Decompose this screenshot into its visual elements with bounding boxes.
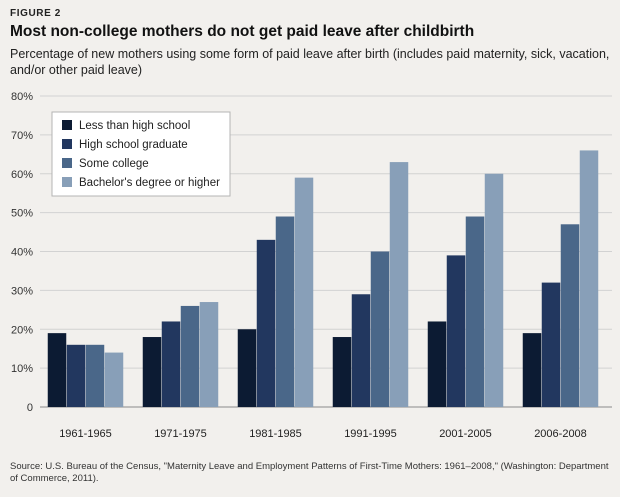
bar <box>465 216 485 407</box>
y-tick-label: 60% <box>11 169 33 181</box>
bar <box>199 302 219 407</box>
chart-subtitle: Percentage of new mothers using some for… <box>10 47 610 77</box>
bar <box>370 251 390 407</box>
y-tick-label: 40% <box>11 247 33 259</box>
bar <box>256 239 276 407</box>
bar <box>294 177 314 407</box>
bar <box>579 150 599 408</box>
legend-label: Bachelor's degree or higher <box>79 177 220 189</box>
legend: Less than high school High school graduat… <box>51 111 231 197</box>
bar <box>66 344 86 407</box>
bar <box>541 282 561 407</box>
x-tick-label: 2001-2005 <box>439 428 492 440</box>
bar <box>85 344 105 407</box>
figure-label: FIGURE 2 <box>10 8 61 19</box>
bar <box>560 224 580 407</box>
legend-swatch <box>62 139 72 149</box>
bar <box>47 333 67 407</box>
bar <box>142 337 162 407</box>
y-tick-label: 10% <box>11 363 33 375</box>
source-note: Source: U.S. Bureau of the Census, "Mate… <box>10 461 609 484</box>
legend-label: Some college <box>79 158 149 170</box>
legend-label: High school graduate <box>79 139 188 151</box>
bar <box>275 216 295 407</box>
bar <box>427 321 447 407</box>
bars <box>47 150 599 408</box>
bar <box>332 337 352 407</box>
x-tick-label: 1981-1985 <box>249 428 302 440</box>
bar <box>237 329 257 407</box>
bar <box>351 294 371 407</box>
x-tick-label: 2006-2008 <box>534 428 587 440</box>
y-tick-label: 80% <box>11 91 33 103</box>
legend-swatch <box>62 177 72 187</box>
bar <box>104 352 124 407</box>
y-tick-label: 30% <box>11 285 33 297</box>
bar <box>484 173 504 407</box>
bar <box>446 255 466 407</box>
bar <box>161 321 181 407</box>
chart-title: Most non-college mothers do not get paid… <box>10 23 475 40</box>
bar <box>180 305 200 407</box>
x-tick-label: 1971-1975 <box>154 428 207 440</box>
legend-label: Less than high school <box>79 120 190 132</box>
legend-box <box>51 111 231 197</box>
y-tick-label: 70% <box>11 130 33 142</box>
legend-swatch <box>62 120 72 130</box>
x-tick-label: 1961-1965 <box>59 428 112 440</box>
legend-swatch <box>62 158 72 168</box>
y-tick-label: 50% <box>11 208 33 220</box>
bar <box>389 162 409 407</box>
bar <box>522 333 542 407</box>
y-tick-label: 0 <box>27 402 33 414</box>
x-axis-ticks: 1961-1965 1971-1975 1981-1985 1991-1995 2001… <box>59 428 587 440</box>
y-tick-label: 20% <box>11 324 33 336</box>
y-axis-ticks: 0 10% 20% 30% 40% 50% 60% 70% 80% <box>11 91 33 414</box>
x-tick-label: 1991-1995 <box>344 428 397 440</box>
